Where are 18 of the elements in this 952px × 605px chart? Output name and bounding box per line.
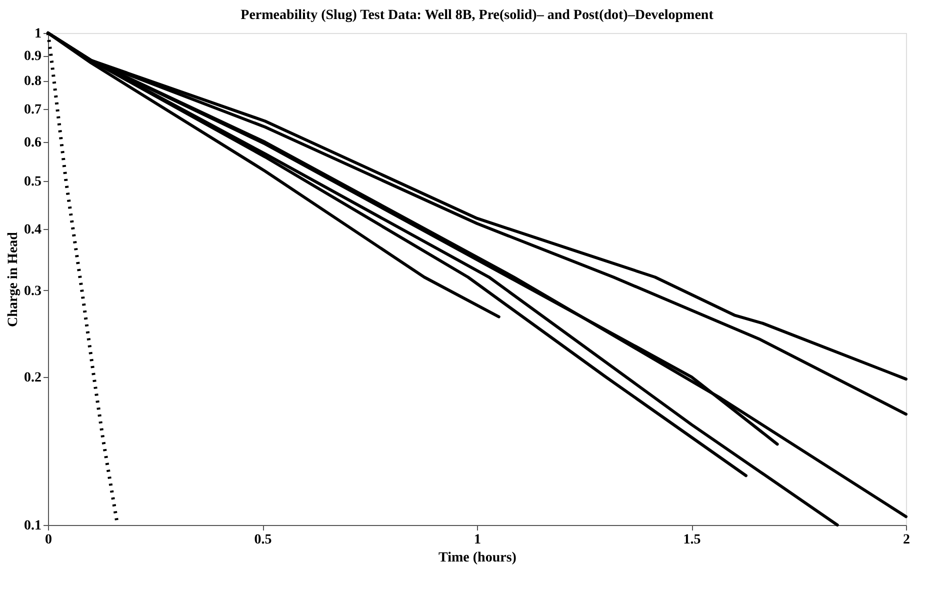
- y-tick-label: 0.8: [24, 74, 42, 90]
- y-tick-label: 0.9: [24, 49, 42, 64]
- y-tick-label: 0.1: [24, 518, 42, 534]
- y-tick-label: 0.6: [24, 136, 42, 151]
- x-tick-label: 1.5: [683, 532, 701, 548]
- y-tick-label: 1: [34, 26, 42, 42]
- y-tick-label: 0.7: [24, 102, 42, 118]
- x-axis-title: Time (hours): [438, 550, 517, 566]
- y-tick-label: 0.3: [24, 284, 42, 299]
- x-tick-label: 0: [45, 532, 52, 548]
- y-axis-title: Charge in Head: [6, 232, 21, 327]
- y-tick-label: 0.4: [24, 222, 42, 238]
- x-tick-label: 2: [903, 532, 910, 548]
- chart-title: Permeability (Slug) Test Data: Well 8B, Pre(solid)– and Post(dot)–Development: [240, 8, 714, 23]
- x-tick-label: 0.5: [254, 532, 272, 548]
- x-tick-label: 1: [474, 532, 481, 548]
- y-tick-label: 0.2: [24, 370, 42, 386]
- y-tick-label: 0.5: [24, 174, 42, 190]
